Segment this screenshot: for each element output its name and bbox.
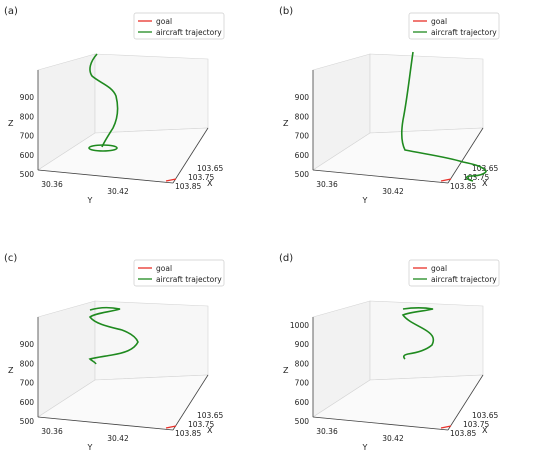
legend-trajectory-label: aircraft trajectory xyxy=(156,28,222,37)
x-axis-label: X xyxy=(482,179,488,188)
trajectory-loop xyxy=(88,144,118,152)
goal-marker xyxy=(165,178,177,182)
z-tick-label: 600 xyxy=(20,151,35,160)
panel-label: (b) xyxy=(279,6,293,17)
legend-box xyxy=(133,259,225,287)
y-axis-line xyxy=(312,169,449,184)
legend-trajectory-label: aircraft trajectory xyxy=(431,275,497,284)
legend-box xyxy=(133,12,225,40)
legend: goal aircraft trajectory xyxy=(133,259,225,287)
z-axis-label: Z xyxy=(283,366,289,375)
legend: goal aircraft trajectory xyxy=(133,12,225,40)
z-tick-label: 800 xyxy=(295,359,310,368)
z-tick-label: 800 xyxy=(20,112,35,121)
legend-box xyxy=(408,259,500,287)
y-axis-label: Y xyxy=(87,443,93,452)
legend-goal-label: goal xyxy=(156,17,172,26)
x-tick-label: 103.75 xyxy=(188,420,214,429)
y-tick-label: 30.36 xyxy=(316,427,338,436)
trajectory-line xyxy=(88,306,139,365)
panel-label: (a) xyxy=(4,6,18,17)
x-axis-label: X xyxy=(207,426,213,435)
chart-panel: (b)500600700800900Z30.3630.42Y103.65103.… xyxy=(279,6,500,205)
z-tick-label: 900 xyxy=(20,340,35,349)
x-tick-label: 103.65 xyxy=(197,411,223,420)
x-axis-line xyxy=(172,374,209,431)
x-axis-label: X xyxy=(207,179,213,188)
x-tick-label: 103.75 xyxy=(463,420,489,429)
y-tick-label: 30.42 xyxy=(382,187,404,196)
z-tick-label: 1000 xyxy=(290,321,309,330)
side-wall xyxy=(94,300,209,381)
x-tick-label: 103.85 xyxy=(175,429,201,438)
z-tick-label: 700 xyxy=(295,379,310,388)
legend: goal aircraft trajectory xyxy=(408,259,500,287)
z-axis-label: Z xyxy=(8,366,14,375)
x-tick-label: 103.65 xyxy=(197,164,223,173)
y-axis-line xyxy=(312,416,449,431)
goal-marker xyxy=(440,425,452,429)
x-axis-line xyxy=(447,374,484,431)
side-wall xyxy=(369,300,484,381)
panel-label: (d) xyxy=(279,253,293,264)
x-tick-label: 103.65 xyxy=(472,411,498,420)
z-tick-label: 500 xyxy=(20,170,35,179)
goal-marker xyxy=(440,178,452,182)
chart-panel: (d) 500 600 700 800 900 1000 Z 30.36 30.42 Y 103.65… xyxy=(279,253,500,452)
y-axis-label: Y xyxy=(87,196,93,205)
z-tick-label: 600 xyxy=(295,151,310,160)
trajectory-line xyxy=(89,53,119,148)
y-tick-label: 30.42 xyxy=(382,434,404,443)
z-tick-label: 500 xyxy=(20,417,35,426)
x-tick-label: 103.75 xyxy=(188,173,214,182)
x-tick-label: 103.85 xyxy=(450,429,476,438)
y-axis-label: Y xyxy=(362,196,368,205)
z-tick-label: 800 xyxy=(20,359,35,368)
y-tick-label: 30.36 xyxy=(316,180,338,189)
z-tick-label: 500 xyxy=(295,417,310,426)
panel-label: (c) xyxy=(4,253,17,264)
x-tick-label: 103.85 xyxy=(175,182,201,191)
chart-panel: (c)500600700800900Z30.3630.42Y103.65103.… xyxy=(4,253,225,452)
side-wall xyxy=(369,53,484,134)
x-tick-label: 103.85 xyxy=(450,182,476,191)
y-axis-line xyxy=(37,169,174,184)
z-axis-label: Z xyxy=(283,119,289,128)
legend-trajectory-label: aircraft trajectory xyxy=(431,28,497,37)
x-axis-line xyxy=(172,127,209,184)
z-axis-label: Z xyxy=(8,119,14,128)
legend-box xyxy=(408,12,500,40)
z-tick-label: 800 xyxy=(295,112,310,121)
trajectory-line xyxy=(400,51,487,182)
y-tick-label: 30.36 xyxy=(41,427,63,436)
legend-trajectory-label: aircraft trajectory xyxy=(156,275,222,284)
legend: goal aircraft trajectory xyxy=(408,12,500,40)
z-tick-label: 700 xyxy=(20,132,35,141)
z-tick-label: 900 xyxy=(295,340,310,349)
z-tick-label: 600 xyxy=(295,398,310,407)
x-tick-label: 103.75 xyxy=(463,173,489,182)
legend-goal-label: goal xyxy=(156,264,172,273)
x-axis-label: X xyxy=(482,426,488,435)
z-tick-label: 700 xyxy=(20,379,35,388)
side-wall xyxy=(94,53,209,134)
x-axis-line xyxy=(447,127,484,184)
x-tick-label: 103.65 xyxy=(472,164,498,173)
legend-goal-label: goal xyxy=(431,264,447,273)
y-axis-label: Y xyxy=(362,443,368,452)
goal-marker xyxy=(165,425,177,429)
y-tick-label: 30.42 xyxy=(107,187,129,196)
y-tick-label: 30.36 xyxy=(41,180,63,189)
z-tick-label: 700 xyxy=(295,132,310,141)
z-tick-label: 900 xyxy=(20,93,35,102)
trajectory-line xyxy=(401,307,435,360)
y-tick-label: 30.42 xyxy=(107,434,129,443)
y-axis-line xyxy=(37,416,174,431)
z-tick-label: 900 xyxy=(295,93,310,102)
z-tick-label: 600 xyxy=(20,398,35,407)
z-tick-label: 500 xyxy=(295,170,310,179)
chart-panel: (a)500600700800900Z30.3630.42Y103.65103.… xyxy=(4,6,225,205)
legend-goal-label: goal xyxy=(431,17,447,26)
